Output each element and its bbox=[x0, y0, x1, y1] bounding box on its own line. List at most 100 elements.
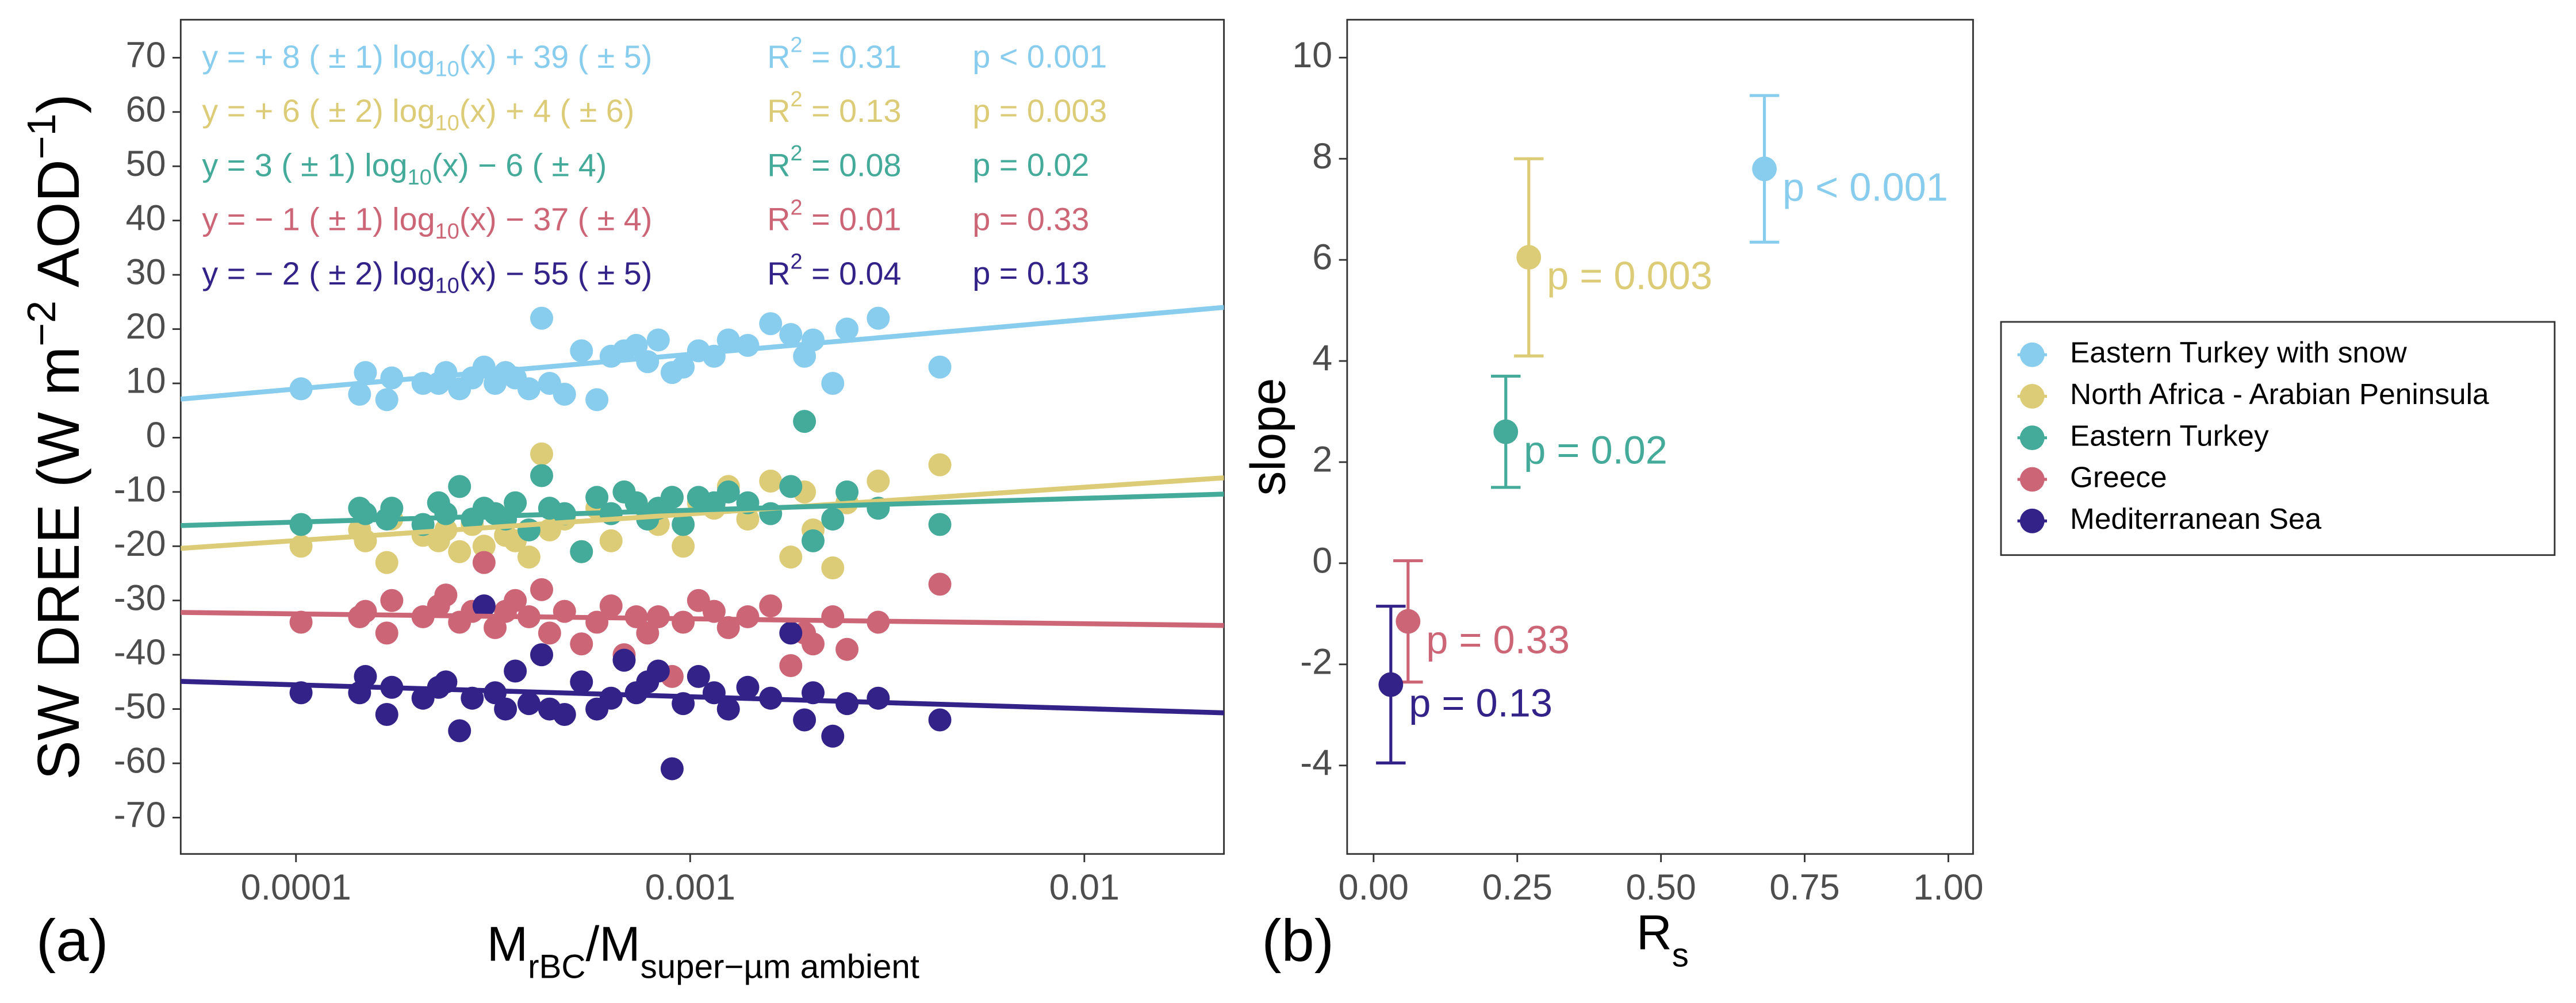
fit-line bbox=[181, 610, 1224, 628]
r-squared: R2 = 0.01 bbox=[767, 195, 901, 237]
point bbox=[672, 535, 695, 558]
point bbox=[779, 545, 803, 569]
x-axis-label: Rs bbox=[1636, 905, 1689, 974]
fit-line bbox=[181, 679, 1224, 716]
r-squared-part: = 0.31 bbox=[803, 39, 902, 75]
point bbox=[672, 610, 695, 634]
equation: y = + 6 ( ± 2) log10(x) + 4 ( ± 6) bbox=[202, 93, 634, 136]
y-tick-label: 10 bbox=[1292, 35, 1332, 75]
y-tick-label: 6 bbox=[1312, 237, 1332, 278]
r-squared-part: = 0.13 bbox=[803, 93, 902, 129]
point bbox=[448, 475, 471, 498]
point bbox=[1378, 672, 1404, 697]
equation-part: (x) + 39 ( ± 5) bbox=[459, 39, 652, 75]
point bbox=[538, 621, 561, 645]
p-value: p = 0.02 bbox=[972, 147, 1089, 183]
equation: y = + 8 ( ± 1) log10(x) + 39 ( ± 5) bbox=[202, 39, 652, 82]
equation-part: 10 bbox=[408, 166, 432, 190]
point bbox=[928, 355, 952, 379]
p-value: p = 0.33 bbox=[972, 201, 1089, 237]
point bbox=[612, 648, 636, 672]
point bbox=[802, 529, 825, 552]
y-tick-label: -50 bbox=[114, 686, 166, 727]
point bbox=[504, 491, 527, 514]
x-tick-label: 0.00 bbox=[1339, 867, 1409, 908]
x-tick-label: 0.25 bbox=[1482, 867, 1552, 908]
point bbox=[660, 486, 684, 509]
point bbox=[517, 377, 540, 401]
point bbox=[585, 388, 609, 412]
point bbox=[348, 382, 371, 406]
r-squared: R2 = 0.08 bbox=[767, 141, 901, 183]
panel-b-frame bbox=[1346, 18, 1974, 855]
point bbox=[821, 371, 845, 395]
y-axis-label: slope bbox=[1240, 378, 1295, 496]
point bbox=[672, 355, 695, 379]
y-tick-label: 70 bbox=[126, 35, 166, 75]
point bbox=[599, 594, 623, 618]
y-axis-label-part: AOD bbox=[25, 159, 91, 301]
y-tick-label: -70 bbox=[114, 795, 166, 835]
point bbox=[672, 513, 695, 536]
point bbox=[434, 502, 458, 525]
point bbox=[484, 616, 507, 639]
equation-part: y = 3 ( ± 1) log bbox=[202, 147, 407, 183]
r-squared-part: R bbox=[767, 201, 790, 237]
point-label: p = 0.33 bbox=[1426, 617, 1570, 662]
y-tick-label: 40 bbox=[126, 198, 166, 238]
point bbox=[736, 605, 760, 629]
y-tick-label: -60 bbox=[114, 741, 166, 781]
legend-label: Eastern Turkey bbox=[2070, 418, 2269, 452]
x-axis-label-part: M bbox=[487, 916, 528, 971]
panel-label: (a) bbox=[36, 907, 109, 973]
x-axis-label-part: /M bbox=[585, 916, 640, 971]
point bbox=[380, 589, 404, 612]
y-tick-label: -10 bbox=[114, 469, 166, 509]
point bbox=[867, 306, 890, 330]
point bbox=[736, 333, 760, 357]
point bbox=[646, 328, 670, 352]
point bbox=[530, 306, 554, 330]
point bbox=[779, 475, 803, 498]
fit-line bbox=[181, 475, 1224, 551]
point bbox=[585, 486, 609, 509]
point bbox=[375, 703, 398, 727]
point bbox=[599, 529, 623, 552]
point bbox=[716, 616, 740, 639]
y-tick-label: 10 bbox=[126, 361, 166, 401]
x-axis-label: MrBC/Msuper−µm ambient bbox=[487, 916, 919, 985]
point bbox=[793, 708, 816, 732]
point bbox=[472, 535, 496, 558]
point bbox=[821, 556, 845, 580]
point bbox=[517, 692, 540, 716]
point bbox=[570, 540, 593, 563]
r-squared: R2 = 0.13 bbox=[767, 87, 901, 129]
y-tick-label: -40 bbox=[114, 632, 166, 672]
point bbox=[636, 621, 660, 645]
point bbox=[779, 654, 803, 678]
y-tick-label: 50 bbox=[126, 144, 166, 184]
p-value: p < 0.001 bbox=[972, 39, 1107, 75]
point bbox=[380, 497, 404, 520]
equation-part: y = − 2 ( ± 2) log bbox=[202, 256, 435, 291]
point bbox=[530, 464, 554, 487]
r-squared-part: = 0.04 bbox=[803, 256, 902, 291]
y-axis-label-part: −1 bbox=[19, 113, 64, 159]
point-label: p < 0.001 bbox=[1782, 165, 1948, 209]
point bbox=[289, 513, 313, 536]
point bbox=[448, 540, 471, 563]
point bbox=[835, 317, 859, 341]
equation-part: (x) − 37 ( ± 4) bbox=[459, 201, 652, 237]
equation-part: (x) − 6 ( ± 4) bbox=[432, 147, 607, 183]
point bbox=[736, 508, 760, 531]
point bbox=[434, 583, 458, 607]
r-squared-part: 2 bbox=[791, 195, 803, 220]
equation-part: y = + 8 ( ± 1) log bbox=[202, 39, 435, 75]
r-squared-part: = 0.01 bbox=[803, 201, 902, 237]
point bbox=[375, 551, 398, 574]
point bbox=[354, 664, 377, 688]
point bbox=[687, 664, 710, 688]
x-tick-label: 0.01 bbox=[1049, 867, 1120, 908]
y-tick-label: 20 bbox=[126, 306, 166, 347]
point bbox=[835, 480, 859, 504]
